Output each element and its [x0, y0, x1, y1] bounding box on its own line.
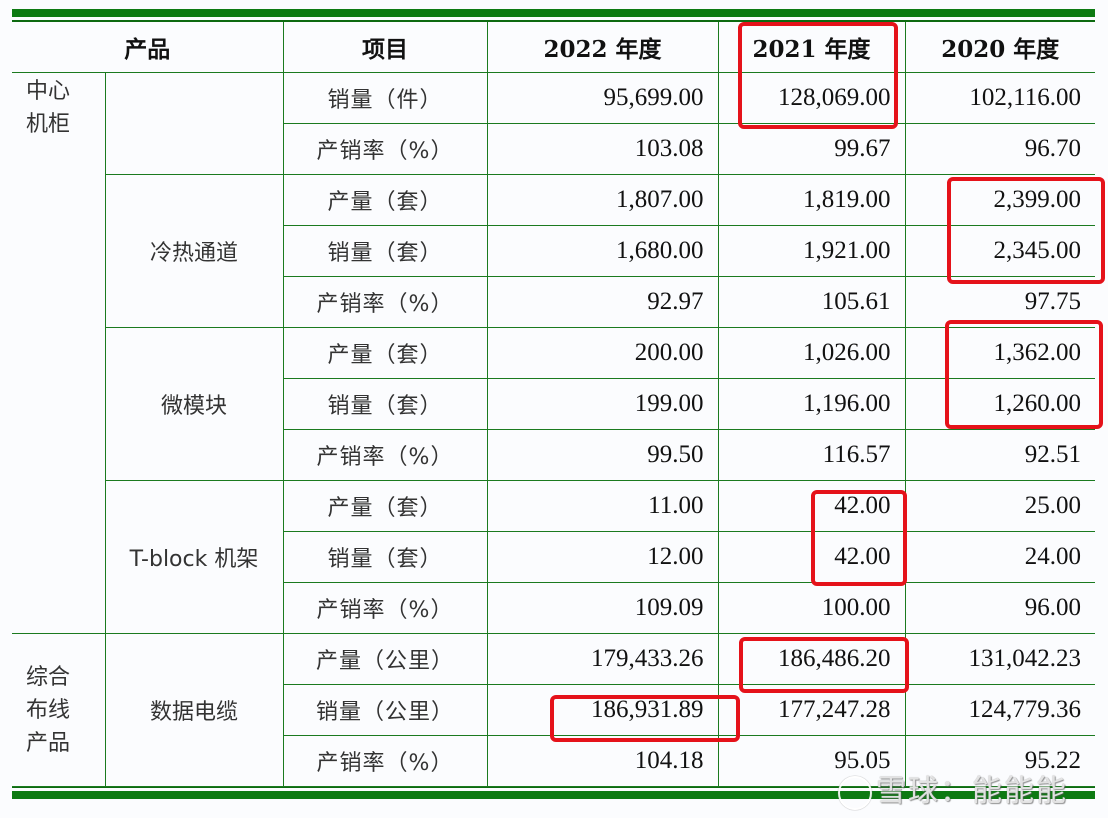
value-2022: 95,699.00	[486, 71, 719, 124]
item-label: 销量（公里）	[283, 683, 488, 736]
table-row: 微模块 产量（套） 200.00 1,026.00 1,362.00	[12, 326, 1095, 481]
table-row: 综合 布线 产品 数据电缆 产量（公里） 179,433.26 186,486.…	[12, 632, 1095, 787]
value-2020: 24.00	[904, 530, 1095, 583]
table-row: 产销率（%） 103.08 99.67 96.70	[12, 122, 1095, 175]
watermark: 雪球：能能能	[838, 766, 1068, 810]
value-2022: 92.97	[486, 275, 719, 328]
value-2022: 104.18	[486, 734, 719, 787]
value-2020: 131,042.23	[904, 632, 1095, 685]
subcategory-cell-t-block-rack: T-block 机架	[105, 479, 284, 634]
header-product: 产品	[12, 21, 284, 73]
subcategory-cell-hot-cold-aisle: 冷热通道	[105, 173, 284, 328]
watermark-logo-icon	[838, 775, 872, 810]
value-2021: 177,247.28	[717, 683, 906, 736]
value-2020: 1,260.00	[904, 377, 1095, 430]
table-row: 中心 机柜 销量（件） 95,699.00 128,069.00 102,116…	[12, 71, 1095, 634]
category-line: 机柜	[26, 111, 71, 137]
table-row: 产销率（%） 99.50 116.57 92.51	[12, 428, 1095, 481]
table-row: 销量（套） 12.00 42.00 24.00	[12, 530, 1095, 583]
item-label: 销量（件）	[282, 71, 488, 124]
item-label: 产销率（%）	[283, 122, 488, 175]
category-cell-center-cabinet: 中心 机柜	[12, 71, 106, 634]
subcategory-cell-data-cable: 数据电缆	[104, 632, 284, 787]
value-2022: 12.00	[486, 530, 719, 583]
value-2021: 1,819.00	[717, 173, 906, 226]
value-2022: 109.09	[486, 581, 719, 634]
value-2022: 1,807.00	[486, 173, 719, 226]
value-2021: 95.05	[717, 734, 906, 787]
bottom-thin-rule	[12, 786, 1095, 788]
production-sales-table-container: 产品 项目 2022 年度 2021 年度 2020 年度 中心 机柜 销量（件…	[12, 9, 1095, 799]
table-row: T-block 机架 产量（套） 11.00 42.00 25.00	[12, 479, 1095, 634]
value-2021: 1,196.00	[717, 377, 906, 430]
item-label: 产销率（%）	[283, 275, 488, 328]
category-line: 综合	[26, 665, 71, 690]
item-label: 销量（套）	[283, 224, 488, 277]
table-row: 产销率（%） 104.18 95.05 95.22	[12, 734, 1095, 787]
value-2020: 97.75	[904, 275, 1095, 328]
value-2020: 92.51	[904, 428, 1095, 481]
table-row: 销量（套） 1,680.00 1,921.00 2,345.00	[12, 224, 1095, 277]
value-2021: 100.00	[717, 581, 906, 634]
value-2021: 1,921.00	[717, 224, 906, 277]
top-thick-rule	[12, 9, 1095, 17]
value-2022: 11.00	[486, 479, 719, 532]
header-2021: 2021 年度	[717, 21, 906, 73]
item-label: 产量（套）	[282, 173, 488, 226]
value-2021: 42.00	[717, 479, 906, 532]
value-2022: 103.08	[486, 122, 719, 175]
top-thin-rule	[12, 20, 1095, 22]
item-label: 产销率（%）	[283, 428, 488, 481]
table-row: 冷热通道 产量（套） 1,807.00 1,819.00 2,399.00	[12, 173, 1095, 328]
item-label: 产销率（%）	[283, 734, 488, 787]
value-2020: 95.22	[904, 734, 1095, 787]
value-2020: 102,116.00	[904, 71, 1095, 124]
item-label: 销量（套）	[283, 530, 488, 583]
header-row: 产品 项目 2022 年度 2021 年度 2020 年度	[12, 21, 1095, 73]
value-2020: 25.00	[904, 479, 1095, 532]
value-2021: 186,486.20	[717, 632, 906, 685]
value-2020: 2,345.00	[904, 224, 1095, 277]
value-2021: 42.00	[717, 530, 906, 583]
item-label: 产量（套）	[282, 326, 488, 379]
value-2020: 124,779.36	[904, 683, 1095, 736]
category-cell-cabling-products: 综合 布线 产品	[12, 632, 106, 787]
value-2022: 1,680.00	[486, 224, 719, 277]
header-item: 项目	[282, 21, 488, 73]
value-2022: 200.00	[486, 326, 719, 379]
header-2022: 2022 年度	[486, 21, 719, 73]
subcategory-cell-blank	[104, 71, 284, 175]
value-2021: 99.67	[717, 122, 906, 175]
production-sales-table: 产品 项目 2022 年度 2021 年度 2020 年度 中心 机柜 销量（件…	[12, 21, 1095, 787]
subcategory-cell-micro-module: 微模块	[105, 326, 284, 481]
value-2022: 186,931.89	[486, 683, 719, 736]
category-line: 布线	[26, 698, 71, 723]
item-label: 产量（公里）	[282, 632, 488, 685]
value-2020: 2,399.00	[904, 173, 1095, 226]
category-line: 产品	[26, 731, 71, 756]
table-row: 产销率（%） 92.97 105.61 97.75	[12, 275, 1095, 328]
value-2020: 96.70	[904, 122, 1095, 175]
header-2020: 2020 年度	[904, 21, 1095, 73]
bottom-thick-rule	[12, 791, 1095, 799]
value-2021: 105.61	[717, 275, 906, 328]
category-line: 中心	[26, 78, 71, 104]
value-2021: 116.57	[717, 428, 906, 481]
value-2022: 179,433.26	[486, 632, 719, 685]
item-label: 销量（套）	[283, 377, 488, 430]
value-2021: 1,026.00	[717, 326, 906, 379]
value-2021: 128,069.00	[717, 71, 906, 124]
value-2020: 96.00	[904, 581, 1095, 634]
value-2020: 1,362.00	[904, 326, 1095, 379]
value-2022: 199.00	[486, 377, 719, 430]
value-2022: 99.50	[486, 428, 719, 481]
table-row: 销量（套） 199.00 1,196.00 1,260.00	[12, 377, 1095, 430]
item-label: 产量（套）	[282, 479, 488, 532]
item-label: 产销率（%）	[283, 581, 488, 634]
watermark-text: 雪球：能能能	[876, 774, 1068, 809]
table-row: 产销率（%） 109.09 100.00 96.00	[12, 581, 1095, 634]
